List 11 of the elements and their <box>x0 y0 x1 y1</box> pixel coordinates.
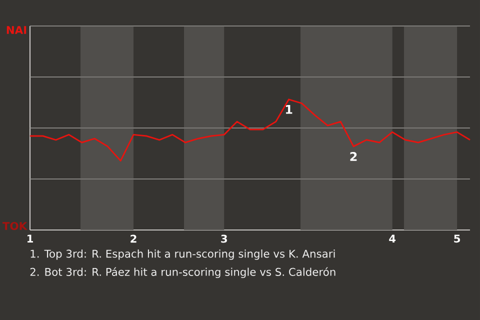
annotation: 1 <box>286 105 292 114</box>
x-tick-label: 5 <box>454 234 460 243</box>
x-tick-label: 4 <box>389 234 396 242</box>
text: TOK <box>2 222 28 230</box>
text: 2. Bot 3rd: R. Páez hit a run-scoring single vs S. Calderón <box>30 267 336 278</box>
text: 1. Top 3rd: R. Espach hit a run-scoring single vs K. Ansari <box>30 250 335 260</box>
x-tick-label: 2 <box>130 234 136 243</box>
x-tick-label: 1 <box>28 234 33 242</box>
text: NAI <box>6 26 26 34</box>
annotation: 2 <box>350 152 357 161</box>
x-tick-label: 3 <box>221 234 227 243</box>
